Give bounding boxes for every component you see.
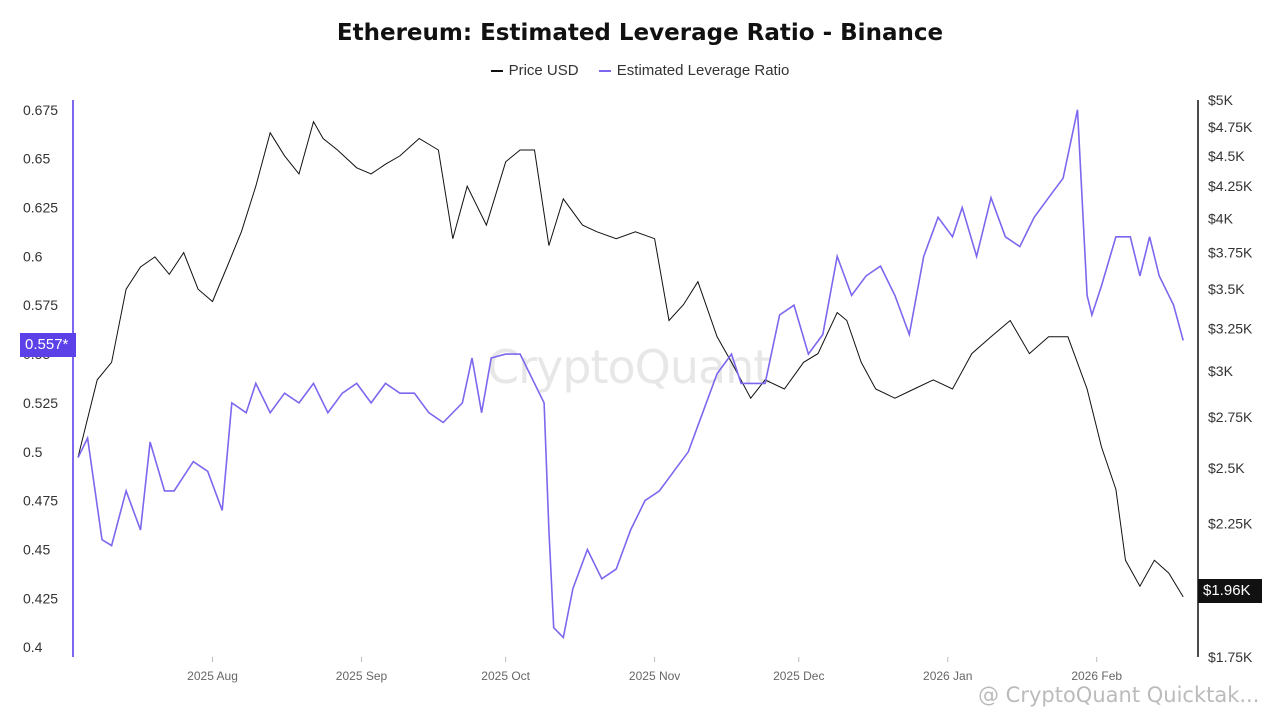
x-tick-label: 2025 Oct bbox=[481, 669, 530, 683]
x-tick-label: 2026 Feb bbox=[1071, 669, 1122, 683]
right-tick-label: $4K bbox=[1208, 210, 1234, 226]
current-leverage-badge: 0.557* bbox=[20, 333, 76, 357]
left-tick-label: 0.45 bbox=[23, 542, 50, 558]
left-tick-label: 0.475 bbox=[23, 493, 58, 509]
left-tick-label: 0.6 bbox=[23, 248, 43, 264]
right-tick-label: $3K bbox=[1208, 363, 1234, 379]
footer-watermark: @ CryptoQuant Quicktak... bbox=[978, 683, 1260, 707]
x-tick-label: 2025 Aug bbox=[187, 669, 238, 683]
x-tick-label: 2025 Sep bbox=[336, 669, 388, 683]
x-tick-label: 2025 Dec bbox=[773, 669, 824, 683]
legend-swatch-price bbox=[490, 70, 503, 73]
right-tick-label: $5K bbox=[1208, 92, 1234, 108]
left-tick-label: 0.625 bbox=[23, 199, 58, 215]
left-axis: 0.6750.650.6250.60.5750.550.5250.50.4750… bbox=[23, 102, 58, 655]
right-axis: $5K $4.75K $4.5K $4.25K $4K $3.75K $3.5K $3.25K… bbox=[1208, 92, 1253, 665]
left-tick-label: 0.4 bbox=[23, 639, 43, 655]
legend-item-leverage[interactable]: Estimated Leverage Ratio bbox=[598, 62, 790, 79]
legend-label-leverage: Estimated Leverage Ratio bbox=[616, 62, 790, 79]
series-line-leverage bbox=[77, 109, 1184, 640]
left-tick-label: 0.5 bbox=[23, 444, 43, 460]
right-tick-label: $4.25K bbox=[1208, 178, 1253, 194]
right-tick-label: $2.75K bbox=[1208, 409, 1253, 425]
right-tick-label: $3.5K bbox=[1208, 281, 1245, 297]
right-tick-label: $3.75K bbox=[1208, 245, 1253, 261]
right-tick-label: $2.25K bbox=[1208, 516, 1253, 532]
right-tick-label: $3.25K bbox=[1208, 321, 1253, 337]
left-tick-label: 0.575 bbox=[23, 297, 58, 313]
legend-item-price[interactable]: Price USD bbox=[490, 62, 579, 79]
series-line-price bbox=[77, 120, 1184, 598]
right-tick-label: $1.75K bbox=[1208, 649, 1253, 665]
left-tick-label: 0.675 bbox=[23, 102, 58, 118]
legend: Price USD Estimated Leverage Ratio bbox=[0, 62, 1280, 79]
current-price-badge: $1.96K bbox=[1198, 579, 1262, 603]
left-tick-label: 0.525 bbox=[23, 395, 58, 411]
chart-title: Ethereum: Estimated Leverage Ratio - Bin… bbox=[336, 20, 944, 46]
left-tick-label: 0.425 bbox=[23, 590, 58, 606]
x-tick-label: 2025 Nov bbox=[629, 669, 680, 683]
x-axis: 2025 Aug 2025 Sep 2025 Oct 2025 Nov 2025 Dec… bbox=[187, 657, 1122, 683]
legend-label-price: Price USD bbox=[508, 62, 579, 79]
right-tick-label: $4.5K bbox=[1208, 148, 1245, 164]
left-tick-label: 0.65 bbox=[23, 151, 50, 167]
right-tick-label: $4.75K bbox=[1208, 119, 1253, 135]
x-tick-label: 2026 Jan bbox=[923, 669, 972, 683]
legend-swatch-leverage bbox=[598, 70, 611, 73]
right-tick-label: $2.5K bbox=[1208, 460, 1245, 476]
